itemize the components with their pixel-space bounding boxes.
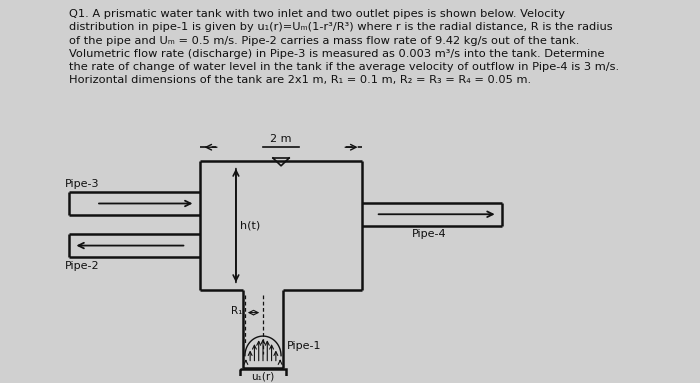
Text: distribution in pipe-1 is given by u₁(r)=Uₘ(1-r³/R³) where r is the radial dista: distribution in pipe-1 is given by u₁(r)… [69,23,612,33]
Text: Volumetric flow rate (discharge) in Pipe-3 is measured as 0.003 m³/s into the ta: Volumetric flow rate (discharge) in Pipe… [69,49,605,59]
Text: R₁: R₁ [230,306,242,316]
Text: 2 m: 2 m [270,134,292,144]
Text: of the pipe and Uₘ = 0.5 m/s. Pipe-2 carries a mass flow rate of 9.42 kg/s out o: of the pipe and Uₘ = 0.5 m/s. Pipe-2 car… [69,36,580,46]
Text: Pipe-4: Pipe-4 [412,229,447,239]
Text: Q1. A prismatic water tank with two inlet and two outlet pipes is shown below. V: Q1. A prismatic water tank with two inle… [69,9,565,19]
Text: Pipe-1: Pipe-1 [286,341,321,351]
Text: Horizontal dimensions of the tank are 2x1 m, R₁ = 0.1 m, R₂ = R₃ = R₄ = 0.05 m.: Horizontal dimensions of the tank are 2x… [69,75,531,85]
Text: u₁(r): u₁(r) [251,372,274,382]
Text: Pipe-2: Pipe-2 [64,261,99,271]
Bar [240,369,286,383]
Text: the rate of change of water level in the tank if the average velocity of outflow: the rate of change of water level in the… [69,62,620,72]
Text: Pipe-3: Pipe-3 [64,179,99,189]
Text: h(t): h(t) [240,221,260,231]
